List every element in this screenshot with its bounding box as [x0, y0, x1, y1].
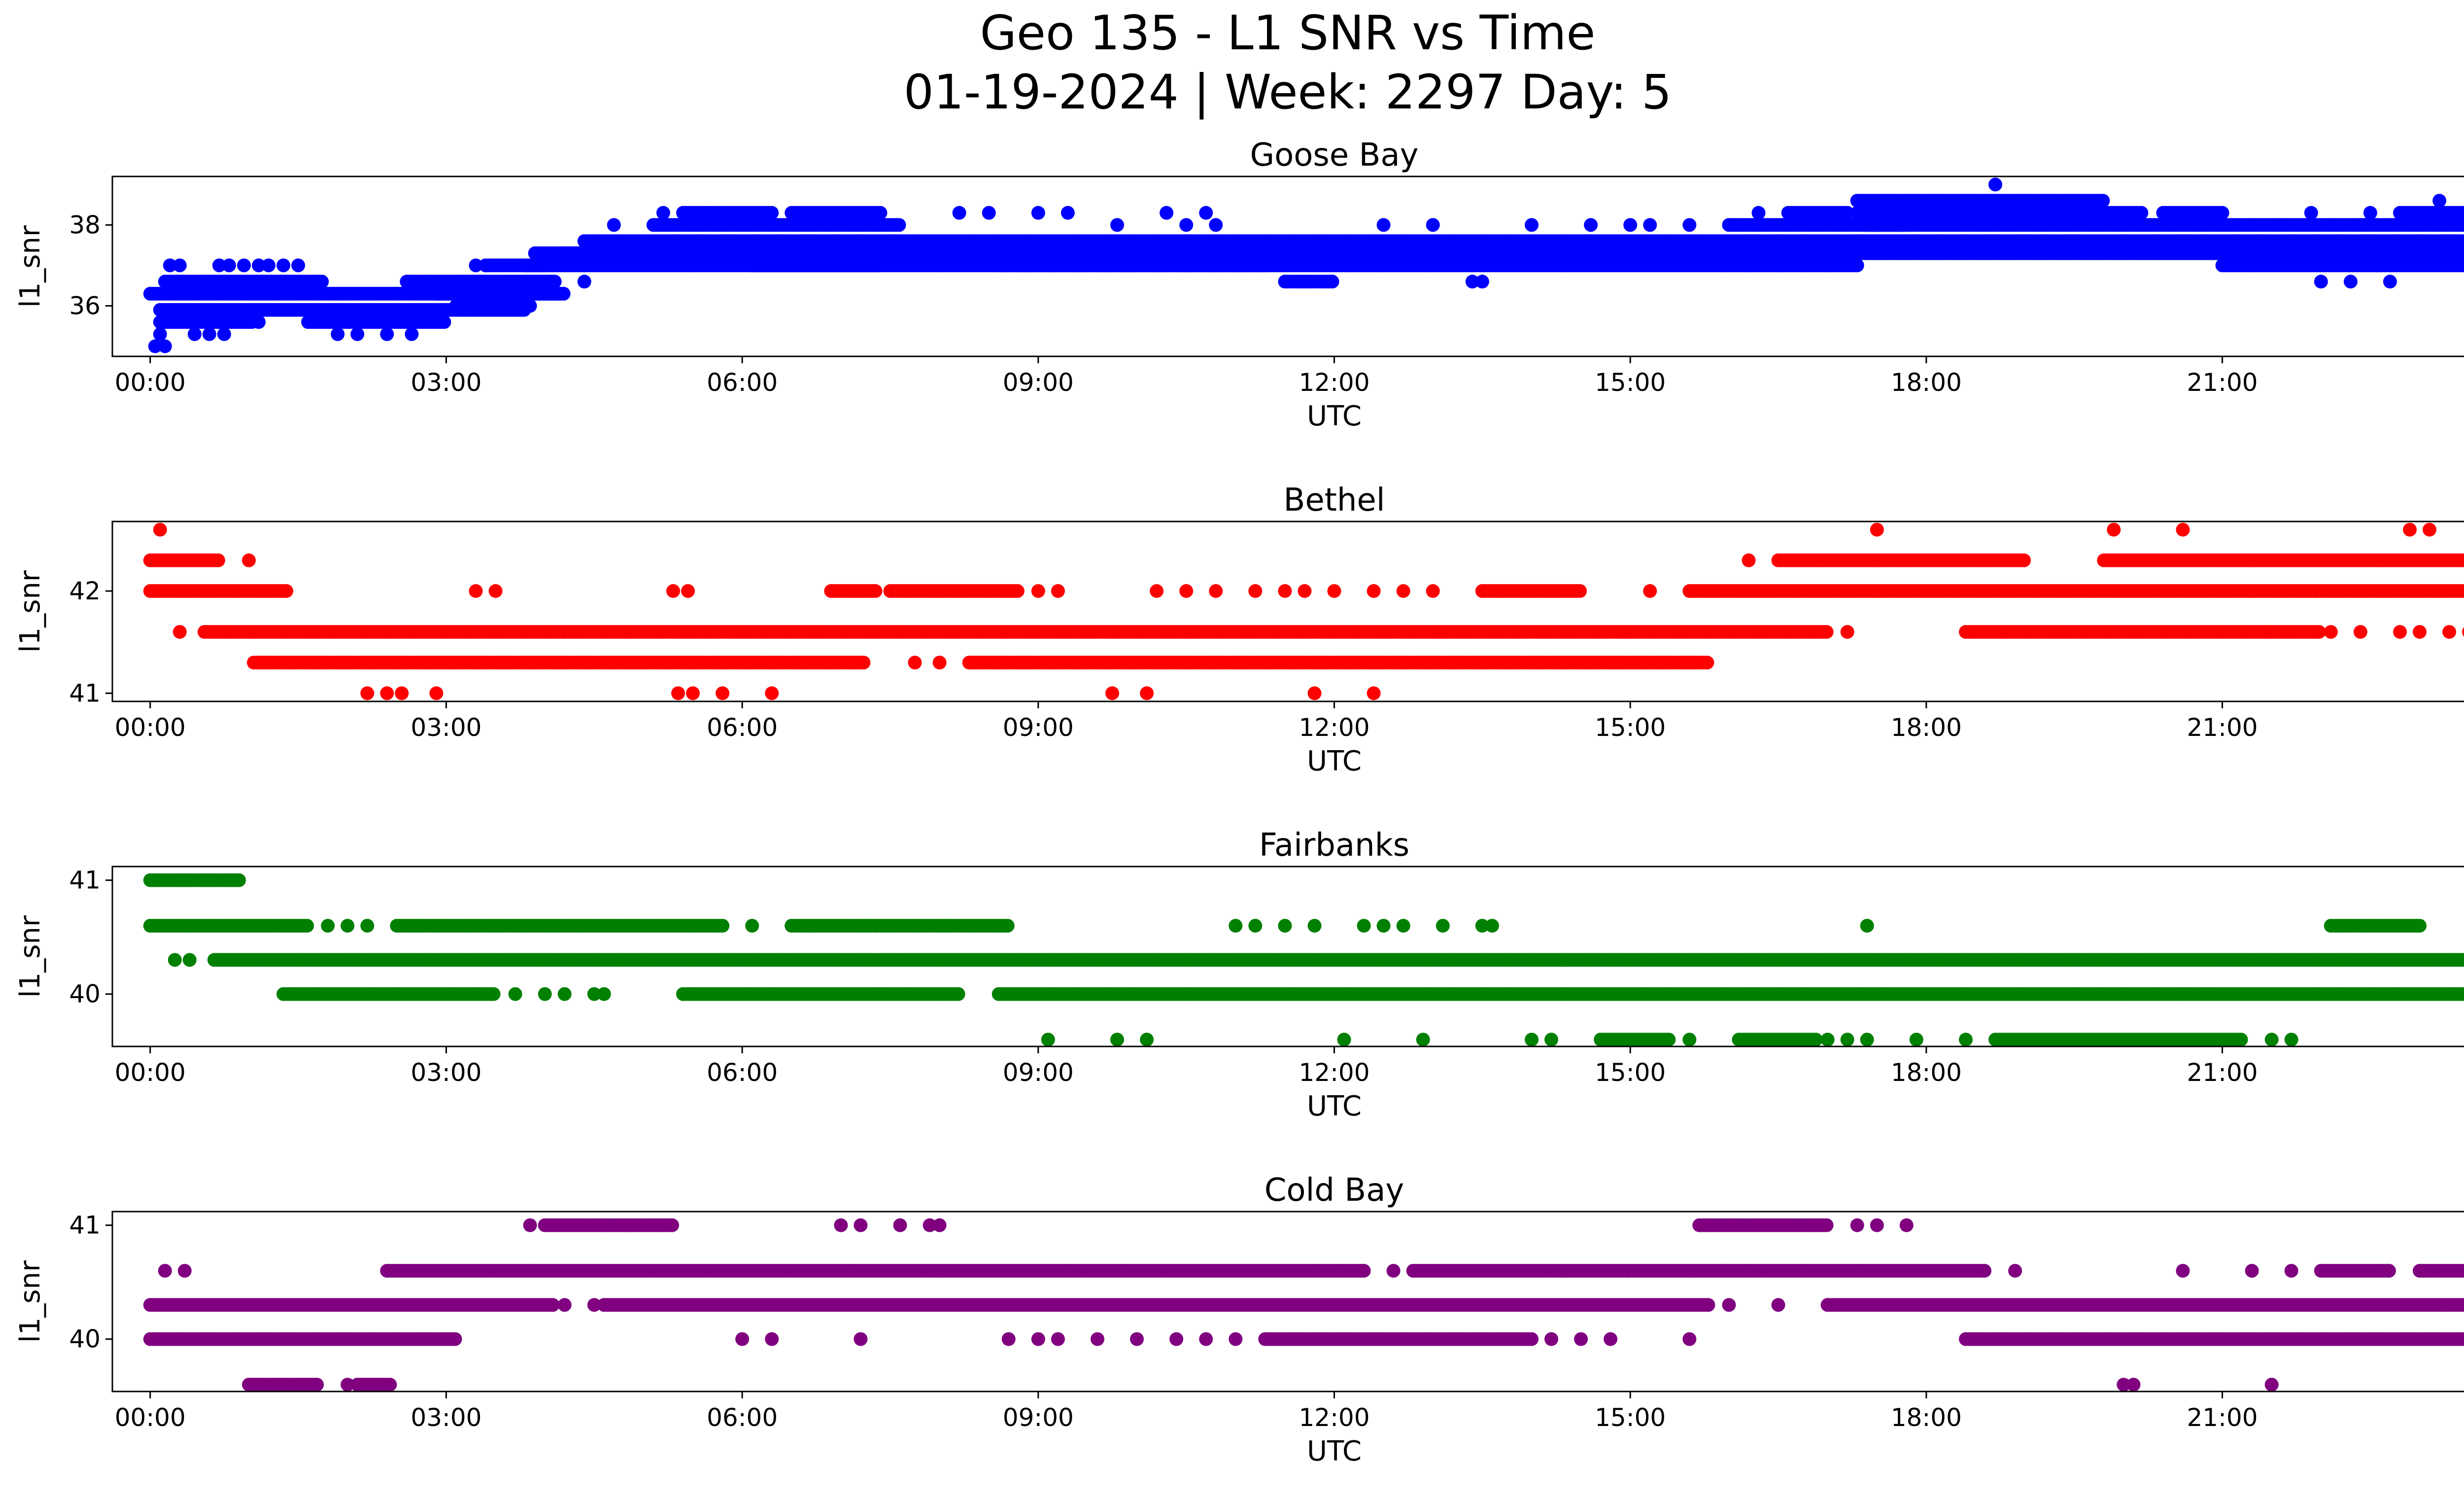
data-point [1160, 206, 1174, 220]
data-point [237, 258, 251, 273]
data-point [172, 258, 187, 273]
data-point [2215, 206, 2229, 220]
data-point [1988, 177, 2002, 192]
x-tick-label: 15:00 [1595, 368, 1666, 397]
subplot-title: Bethel [1283, 482, 1385, 519]
data-point [856, 656, 871, 670]
data-point [2363, 206, 2377, 220]
data-point [262, 258, 275, 273]
data-point [1031, 206, 1045, 220]
data-point [380, 327, 394, 341]
data-point [2343, 275, 2358, 289]
figure-title-line2: 01-19-2024 | Week: 2297 Day: 5 [904, 65, 1672, 120]
data-point [331, 327, 345, 341]
data-point [211, 553, 225, 567]
y-axis-label: l1_snr [14, 225, 46, 308]
data-point [982, 206, 996, 220]
data-point [1010, 584, 1025, 598]
data-point [252, 315, 266, 329]
data-point [2096, 194, 2110, 208]
data-point [1199, 206, 1213, 220]
x-tick-label: 09:00 [1003, 368, 1074, 397]
data-point [1700, 656, 1714, 670]
data-point [2314, 275, 2328, 289]
data-point [952, 206, 966, 220]
data-point [873, 206, 888, 220]
data-point [217, 327, 231, 341]
data-point [1751, 206, 1766, 220]
data-point [419, 315, 434, 329]
data-point [1376, 218, 1391, 232]
x-axis-label: UTC [1307, 400, 1362, 432]
data-point [607, 218, 621, 232]
x-tick-label: 21:00 [2187, 368, 2258, 397]
subplot-title: Goose Bay [1250, 137, 1419, 174]
data-point [548, 275, 562, 289]
data-point [2304, 206, 2318, 220]
x-tick-label: 03:00 [411, 368, 481, 397]
data-point [765, 206, 779, 220]
data-point [1061, 206, 1075, 220]
data-point [1110, 218, 1124, 232]
data-point [577, 275, 591, 289]
data-point [1258, 258, 1272, 273]
data-point [1179, 218, 1194, 232]
data-point [2432, 194, 2447, 208]
data-point [1475, 275, 1489, 289]
x-tick-label: 18:00 [1891, 368, 1962, 397]
data-point [437, 315, 451, 329]
data-point [315, 275, 329, 289]
data-point [1623, 218, 1638, 232]
x-tick-label: 06:00 [707, 368, 778, 397]
data-point [187, 327, 202, 341]
data-point [1573, 584, 1587, 598]
data-point [2134, 206, 2149, 220]
data-point [158, 339, 172, 353]
scatter-series [143, 177, 2464, 353]
data-point [523, 299, 537, 313]
data-point [2383, 275, 2397, 289]
x-tick-label: 00:00 [115, 368, 186, 397]
data-point [276, 258, 291, 273]
data-point [1209, 218, 1223, 232]
data-point [1850, 258, 1864, 273]
data-point [279, 584, 294, 598]
y-tick-label: 36 [69, 291, 101, 320]
data-point [1682, 218, 1697, 232]
data-point [1426, 218, 1440, 232]
subplots: Goose Bay 00:00 03:00 06:00 09:00 12:00 15:00 1… [14, 137, 2464, 1467]
data-point [1525, 218, 1539, 232]
data-point [350, 327, 365, 341]
data-point [1771, 258, 1785, 273]
data-point [868, 584, 883, 598]
data-point [1643, 218, 1657, 232]
subplot-0: Goose Bay 00:00 03:00 06:00 09:00 12:00 15:00 1… [14, 137, 2464, 432]
figure-title-line1: Geo 135 - L1 SNR vs Time [980, 5, 1596, 61]
data-point [656, 206, 670, 220]
data-point [2017, 553, 2031, 567]
data-point [872, 258, 887, 273]
x-tick-label: 12:00 [1299, 368, 1369, 397]
data-point [1819, 625, 1834, 639]
data-point [479, 258, 493, 273]
data-point [1820, 258, 1835, 273]
data-point [405, 327, 419, 341]
data-point [291, 258, 306, 273]
scatter-series [143, 522, 2464, 700]
data-point [153, 327, 167, 341]
data-point [2018, 234, 2032, 248]
data-point [202, 327, 216, 341]
data-point [556, 286, 571, 301]
data-point [1584, 218, 1598, 232]
data-point [222, 258, 236, 273]
y-tick-label: 38 [69, 210, 101, 239]
data-point [1742, 258, 1756, 273]
data-point [892, 218, 906, 232]
data-point [1325, 275, 1339, 289]
